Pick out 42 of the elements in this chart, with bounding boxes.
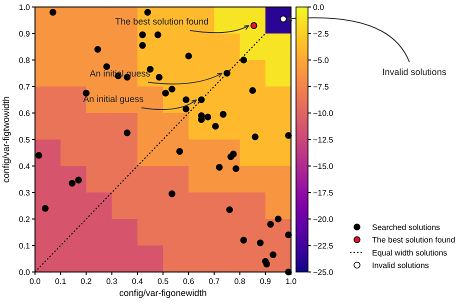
legend-label: Invalid solutions: [372, 261, 429, 270]
color-bar-label: −2.5: [313, 30, 330, 38]
x-tick-label: 0.4: [132, 277, 144, 286]
x-tick-label: 0.1: [55, 277, 67, 286]
y-tick-label: 0.7: [18, 82, 31, 92]
y-tick-label: 0.2: [18, 215, 31, 224]
y-tick-label: 0.3: [18, 188, 31, 198]
y-tick-label: 0.1: [18, 242, 31, 250]
y-tick-label: 0.8: [18, 56, 31, 65]
color-bar-label: −5.0: [313, 56, 330, 65]
x-tick-label: 0.9: [260, 277, 272, 286]
annotation: Invalid solutions: [382, 66, 447, 77]
x-tick-label: 0.6: [183, 277, 195, 286]
y-tick-label: 0.4: [18, 162, 31, 171]
y-tick-label: 1.0: [18, 3, 31, 12]
color-bar-label: −25.0: [313, 268, 334, 277]
annotation: The best solution found: [115, 16, 209, 27]
color-bar-label: −7.5: [313, 82, 330, 92]
x-tick-label: 0.2: [80, 277, 92, 286]
y-tick-label: 0.5: [18, 136, 31, 144]
x-tick-label: 1.0: [285, 277, 298, 286]
y-tick-label: 0.0: [18, 268, 31, 277]
x-tick-label: 0.0: [29, 277, 42, 286]
x-axis-title: config/var-figonewidth: [119, 288, 207, 298]
color-bar-label: −12.5: [313, 136, 334, 144]
color-bar-label: −20.0: [313, 215, 334, 224]
legend-label: Equal width solutions: [372, 248, 448, 258]
y-tick-label: 0.9: [18, 30, 31, 38]
x-tick-label: 0.5: [157, 277, 170, 286]
color-bar-label: −17.5: [313, 188, 334, 198]
color-bar-label: −15.0: [313, 162, 334, 171]
y-tick-label: 0.6: [18, 109, 31, 118]
annotation: An initial guess: [83, 94, 144, 104]
color-bar-label: −22.5: [313, 242, 334, 250]
legend-label: Searched solutions: [372, 223, 440, 232]
legend-label: The best solution found: [372, 236, 456, 245]
y-axis-title: config/var-figtwowidth: [1, 96, 11, 183]
x-tick-label: 0.3: [106, 277, 118, 286]
color-bar-label: −10.0: [313, 109, 334, 118]
color-bar-label: 0.0: [313, 3, 325, 12]
x-tick-label: 0.8: [234, 277, 246, 286]
x-tick-label: 0.7: [208, 277, 220, 286]
